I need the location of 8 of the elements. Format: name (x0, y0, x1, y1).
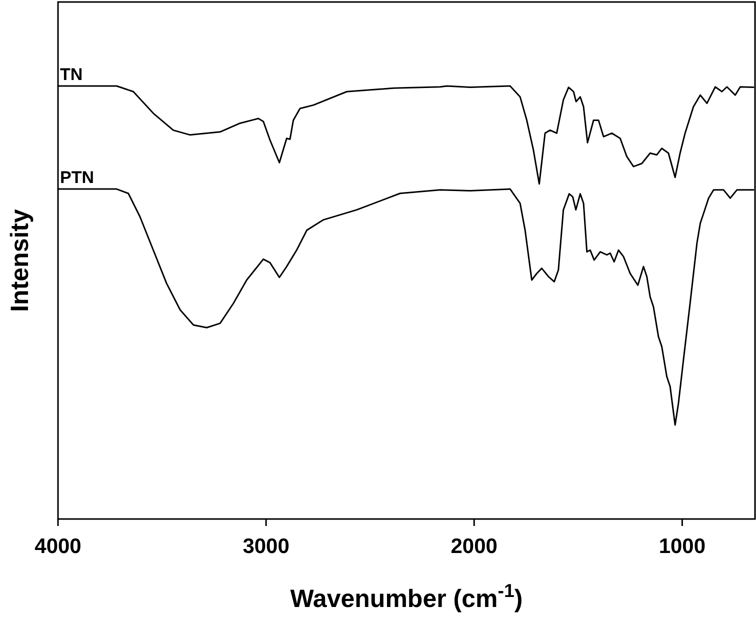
y-axis-title: Intensity (6, 209, 34, 312)
x-tick-label: 1000 (658, 535, 706, 558)
x-tick-label: 2000 (450, 535, 498, 558)
series-label: PTN (60, 168, 94, 188)
x-axis-title: Wavenumber (cm$^{-1}$) (290, 580, 523, 613)
x-tick-label: 4000 (34, 535, 82, 558)
x-tick-label: 3000 (242, 535, 290, 558)
series-label: TN (60, 65, 83, 84)
